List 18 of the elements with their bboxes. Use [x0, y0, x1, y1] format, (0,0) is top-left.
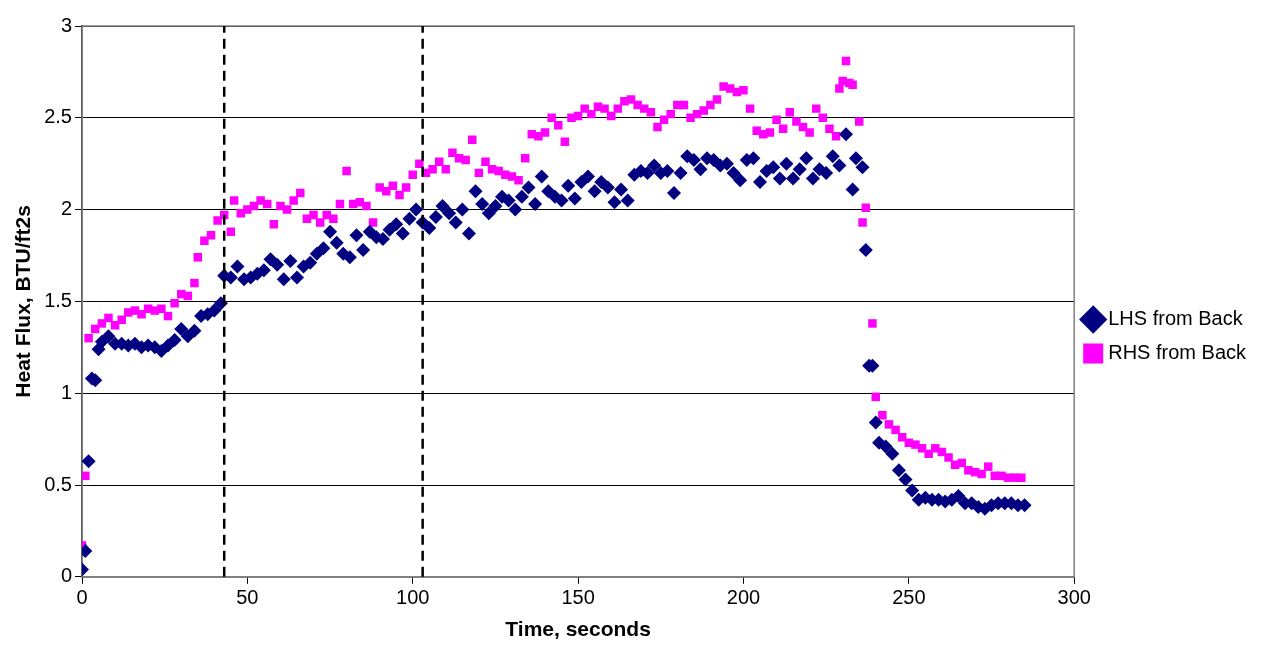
- y-tick-label: 0: [60, 564, 72, 587]
- y-tick-label: 2: [60, 197, 72, 220]
- y-tick-label: 3: [60, 13, 72, 36]
- x-tick-label: 250: [892, 586, 926, 609]
- y-tick-label: 0.5: [44, 472, 72, 495]
- y-tick-label: 2.5: [44, 105, 72, 128]
- x-tick-label: 150: [561, 586, 595, 609]
- x-tick-label: 0: [76, 586, 88, 609]
- y-tick-label: 1: [60, 380, 72, 403]
- y-axis-title: Heat Flux, BTU/ft2s: [11, 205, 35, 398]
- legend-label: LHS from Back: [1108, 307, 1244, 330]
- legend-label: RHS from Back: [1108, 341, 1247, 364]
- x-tick-label: 50: [236, 586, 259, 609]
- x-tick-label: 200: [726, 586, 761, 609]
- x-axis-title: Time, seconds: [505, 617, 651, 641]
- x-tick-label: 300: [1057, 586, 1091, 609]
- y-tick-label: 1.5: [44, 288, 72, 311]
- x-tick-label: 100: [396, 586, 430, 609]
